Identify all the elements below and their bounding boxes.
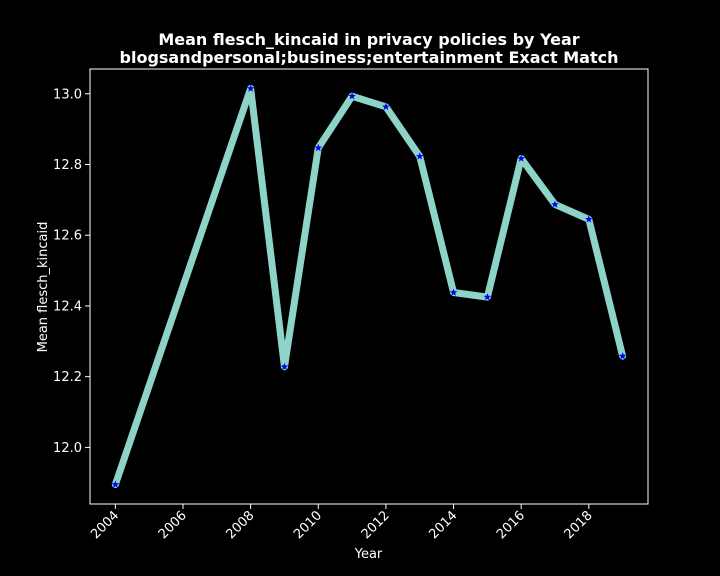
axes-frame <box>89 68 649 505</box>
chart-title-line2: blogsandpersonal;business;entertainment … <box>120 48 619 67</box>
y-tick-label-2: 12.4 <box>53 299 82 314</box>
data-point-2018 <box>585 215 593 223</box>
x-axis-label: Year <box>354 547 383 562</box>
y-axis-label: Mean flesch_kincaid <box>36 222 51 353</box>
data-point-2016 <box>517 154 525 162</box>
data-point-2010 <box>314 143 323 152</box>
chart-title-line1: Mean flesch_kincaid in privacy policies … <box>158 30 579 49</box>
data-point-2012 <box>382 102 390 111</box>
data-point-2008 <box>246 84 255 92</box>
data-point-2015 <box>483 293 492 301</box>
data-point-2013 <box>415 152 424 160</box>
y-tick-label-5: 13.0 <box>53 87 82 102</box>
y-tick-label-3: 12.6 <box>53 229 82 244</box>
y-tick-label-1: 12.2 <box>53 370 82 385</box>
y-tick-label-0: 12.0 <box>53 441 82 456</box>
data-point-2004 <box>111 480 120 488</box>
data-point-2009 <box>280 362 289 371</box>
data-point-2011 <box>348 92 356 100</box>
data-point-2014 <box>449 288 458 296</box>
data-point-2017 <box>551 200 559 208</box>
data-point-2019 <box>618 352 627 360</box>
y-tick-label-4: 12.8 <box>53 158 82 173</box>
